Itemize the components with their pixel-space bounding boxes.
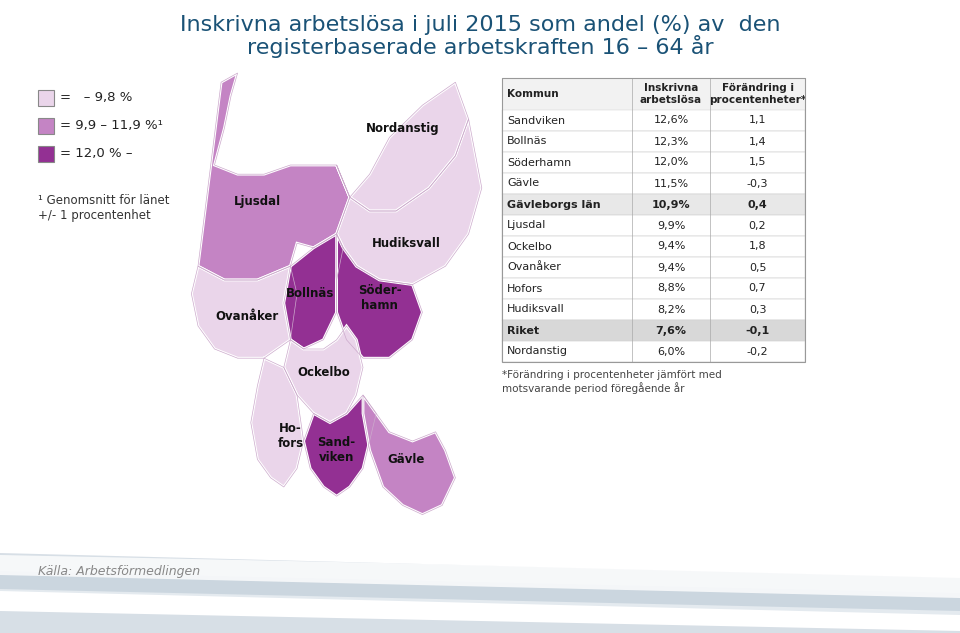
FancyBboxPatch shape bbox=[502, 194, 805, 215]
FancyBboxPatch shape bbox=[502, 278, 805, 299]
Polygon shape bbox=[337, 119, 482, 285]
Polygon shape bbox=[363, 395, 455, 515]
Text: =   – 9,8 %: = – 9,8 % bbox=[60, 92, 132, 104]
Text: Ljusdal: Ljusdal bbox=[507, 220, 546, 230]
Text: 8,8%: 8,8% bbox=[657, 284, 685, 294]
Text: 1,1: 1,1 bbox=[749, 115, 766, 125]
Polygon shape bbox=[337, 234, 422, 358]
Text: Söderhamn: Söderhamn bbox=[507, 158, 571, 168]
FancyBboxPatch shape bbox=[502, 215, 805, 236]
Text: registerbaserade arbetskraften 16 – 64 år: registerbaserade arbetskraften 16 – 64 å… bbox=[247, 35, 713, 58]
Text: 12,6%: 12,6% bbox=[654, 115, 688, 125]
Text: Nordanstig: Nordanstig bbox=[366, 122, 440, 135]
Text: Söder-
hamn: Söder- hamn bbox=[358, 284, 401, 313]
FancyBboxPatch shape bbox=[502, 78, 805, 110]
Text: 1,4: 1,4 bbox=[749, 137, 766, 146]
Polygon shape bbox=[0, 555, 960, 598]
Text: 0,3: 0,3 bbox=[749, 304, 766, 315]
FancyBboxPatch shape bbox=[502, 320, 805, 341]
Text: 10,9%: 10,9% bbox=[652, 199, 690, 210]
Text: Gävle: Gävle bbox=[387, 453, 424, 466]
FancyBboxPatch shape bbox=[502, 341, 805, 362]
Text: Inskrivna
arbetslösa: Inskrivna arbetslösa bbox=[640, 83, 702, 105]
Text: Bollnäs: Bollnäs bbox=[507, 137, 547, 146]
Polygon shape bbox=[0, 571, 960, 615]
Text: -0,3: -0,3 bbox=[747, 179, 768, 189]
Polygon shape bbox=[0, 553, 960, 633]
Polygon shape bbox=[0, 589, 960, 631]
FancyBboxPatch shape bbox=[38, 146, 54, 162]
Text: 0,2: 0,2 bbox=[749, 220, 766, 230]
Text: 8,2%: 8,2% bbox=[657, 304, 685, 315]
FancyBboxPatch shape bbox=[502, 152, 805, 173]
FancyBboxPatch shape bbox=[502, 257, 805, 278]
Text: -0,2: -0,2 bbox=[747, 346, 768, 356]
Text: *Förändring i procentenheter jämfört med
motsvarande period föregående år: *Förändring i procentenheter jämfört med… bbox=[502, 370, 722, 394]
Text: Förändring i
procentenheter*: Förändring i procentenheter* bbox=[708, 83, 806, 105]
Text: Bollnäs: Bollnäs bbox=[286, 287, 334, 300]
Text: 12,0%: 12,0% bbox=[654, 158, 688, 168]
Text: 0,7: 0,7 bbox=[749, 284, 766, 294]
Polygon shape bbox=[251, 358, 303, 487]
Text: Kommun: Kommun bbox=[507, 89, 559, 99]
Text: Ockelbo: Ockelbo bbox=[507, 242, 552, 251]
Text: 9,4%: 9,4% bbox=[657, 263, 685, 272]
Text: Källa: Arbetsförmedlingen: Källa: Arbetsförmedlingen bbox=[38, 565, 200, 577]
Text: ¹ Genomsnitt för länet
+/- 1 procentenhet: ¹ Genomsnitt för länet +/- 1 procentenhe… bbox=[38, 194, 170, 222]
Text: -0,1: -0,1 bbox=[745, 325, 770, 335]
Text: Ovanåker: Ovanåker bbox=[507, 263, 561, 272]
Text: Hudiksvall: Hudiksvall bbox=[372, 237, 441, 249]
Text: 1,8: 1,8 bbox=[749, 242, 766, 251]
Text: Ovanåker: Ovanåker bbox=[216, 310, 279, 323]
FancyBboxPatch shape bbox=[38, 90, 54, 106]
Polygon shape bbox=[284, 234, 344, 349]
Polygon shape bbox=[284, 326, 363, 423]
Text: Hofors: Hofors bbox=[507, 284, 543, 294]
FancyBboxPatch shape bbox=[502, 110, 805, 131]
Text: Ljusdal: Ljusdal bbox=[234, 196, 281, 208]
FancyBboxPatch shape bbox=[502, 299, 805, 320]
FancyBboxPatch shape bbox=[502, 236, 805, 257]
Text: Ockelbo: Ockelbo bbox=[297, 365, 349, 379]
Text: Hudiksvall: Hudiksvall bbox=[507, 304, 564, 315]
Text: 7,6%: 7,6% bbox=[656, 325, 686, 335]
Polygon shape bbox=[303, 395, 376, 496]
Polygon shape bbox=[191, 266, 297, 358]
FancyBboxPatch shape bbox=[502, 131, 805, 152]
Text: 12,3%: 12,3% bbox=[654, 137, 688, 146]
Text: Riket: Riket bbox=[507, 325, 540, 335]
Text: 0,5: 0,5 bbox=[749, 263, 766, 272]
Text: Sandviken: Sandviken bbox=[507, 115, 565, 125]
Text: Nordanstig: Nordanstig bbox=[507, 346, 568, 356]
Text: 0,4: 0,4 bbox=[748, 199, 767, 210]
Text: 9,4%: 9,4% bbox=[657, 242, 685, 251]
FancyBboxPatch shape bbox=[38, 118, 54, 134]
Polygon shape bbox=[337, 82, 468, 211]
Text: 1,5: 1,5 bbox=[749, 158, 766, 168]
Text: Gävleborgs län: Gävleborgs län bbox=[507, 199, 601, 210]
Text: Sand-
viken: Sand- viken bbox=[318, 436, 355, 464]
Text: 6,0%: 6,0% bbox=[657, 346, 685, 356]
Text: 11,5%: 11,5% bbox=[654, 179, 688, 189]
Text: = 12,0 % –: = 12,0 % – bbox=[60, 147, 132, 161]
Text: = 9,9 – 11,9 %¹: = 9,9 – 11,9 %¹ bbox=[60, 120, 163, 132]
Text: Gävle: Gävle bbox=[507, 179, 540, 189]
FancyBboxPatch shape bbox=[502, 173, 805, 194]
Polygon shape bbox=[198, 73, 349, 280]
Text: 9,9%: 9,9% bbox=[657, 220, 685, 230]
Text: Ho-
fors: Ho- fors bbox=[277, 422, 303, 451]
Text: Inskrivna arbetslösa i juli 2015 som andel (%) av  den: Inskrivna arbetslösa i juli 2015 som and… bbox=[180, 15, 780, 35]
